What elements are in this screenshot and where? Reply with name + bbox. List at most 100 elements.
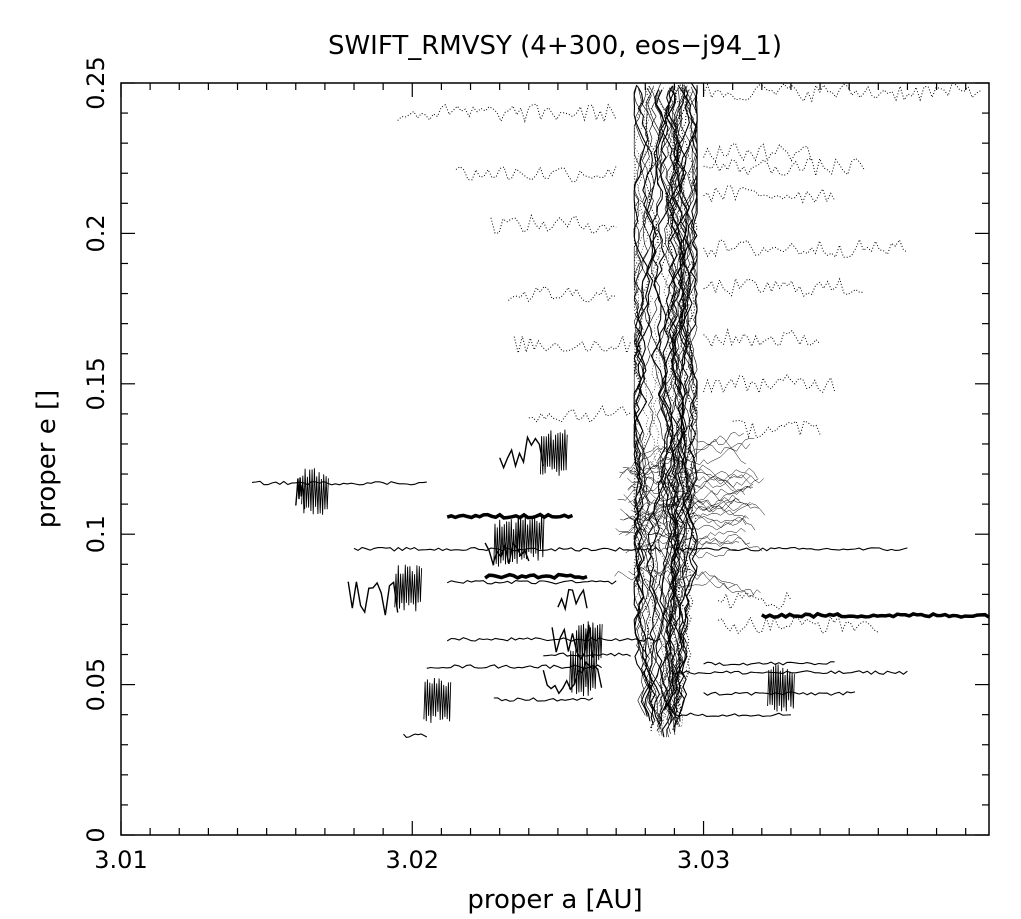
- track-solid-15: [703, 661, 835, 666]
- oscillation-burst: [539, 429, 568, 476]
- band-trajectory: [652, 88, 686, 713]
- track-dotted-24: [717, 615, 879, 635]
- band-trajectory: [633, 83, 666, 716]
- band-trajectory: [633, 86, 684, 727]
- track-dotted-26: [703, 374, 836, 395]
- fan-trajectory: [622, 437, 747, 469]
- fan-trajectory: [644, 492, 765, 521]
- track-solid-0: [252, 480, 427, 486]
- data-marks: [252, 82, 990, 738]
- x-tick-label: 3.01: [94, 846, 147, 874]
- fan-trajectory: [629, 435, 755, 477]
- band-trajectory: [657, 86, 698, 727]
- fan-trajectory: [617, 484, 736, 512]
- x-axis-label: proper a [AU]: [467, 885, 642, 915]
- y-tick-label: 0.15: [82, 357, 110, 410]
- band-trajectory: [633, 85, 656, 711]
- fan-trajectory: [619, 468, 742, 506]
- band-trajectory: [633, 84, 661, 732]
- fan-trajectory: [634, 469, 759, 488]
- fan-trajectory: [625, 537, 751, 554]
- fan-trajectory: [625, 515, 749, 536]
- oscillation-burst: [493, 519, 522, 567]
- band-trajectory: [665, 90, 698, 738]
- band-trajectory: [668, 84, 698, 717]
- oscillation-burst: [767, 663, 795, 712]
- fan-trajectory: [629, 443, 751, 473]
- oscillation-burst: [301, 468, 329, 515]
- y-tick-label: 0.05: [82, 658, 110, 711]
- band-trajectory: [633, 87, 680, 734]
- fan-trajectory: [615, 526, 737, 559]
- fan-trajectory: [626, 501, 751, 526]
- band-trajectory: [644, 89, 691, 722]
- track-dotted-36: [703, 277, 864, 297]
- track-dotted-33: [703, 185, 836, 204]
- oscillation-burst: [394, 564, 423, 612]
- track-dotted-38: [703, 328, 821, 348]
- fan-trajectory: [627, 470, 751, 502]
- fan-trajectory: [620, 499, 747, 529]
- fan-trajectory: [618, 527, 740, 551]
- track-dotted-30: [490, 213, 617, 234]
- track-thick-16: [760, 611, 990, 620]
- track-solid-17: [674, 712, 791, 717]
- band-trajectory: [661, 86, 688, 718]
- fan-trajectory: [637, 448, 758, 481]
- oscillation-burst: [569, 650, 597, 697]
- band-trajectory: [649, 85, 679, 711]
- track-dotted-32: [397, 103, 617, 124]
- fan-trajectory: [631, 509, 756, 531]
- band-trajectory: [633, 85, 665, 710]
- track-dotted-27: [528, 405, 631, 423]
- track-dotted-23: [717, 591, 792, 610]
- track-solid-3: [403, 733, 428, 738]
- y-axis: 0 0.05 0.1 0.15 0.2 0.25: [82, 56, 989, 843]
- track-thick-8: [484, 572, 588, 581]
- x-tick-label: 3.03: [677, 846, 730, 874]
- track-solid-7: [446, 579, 617, 585]
- track-dotted-37: [703, 238, 908, 258]
- track-dotted-29: [508, 285, 617, 303]
- fan-trajectory: [620, 497, 740, 522]
- track-dotted-34: [703, 142, 812, 163]
- y-tick-label: 0: [82, 827, 110, 842]
- track-thick-6: [446, 512, 574, 520]
- track-jitter-18: [557, 588, 588, 612]
- y-tick-label: 0.1: [82, 515, 110, 553]
- track-jitter-2: [347, 580, 399, 616]
- fan-trajectory: [623, 494, 747, 519]
- y-tick-label: 0.2: [82, 214, 110, 252]
- y-tick-label: 0.25: [82, 56, 110, 109]
- fan-trajectory: [637, 565, 761, 598]
- fan-trajectory: [628, 485, 745, 507]
- track-solid-12: [674, 670, 908, 675]
- chart-title: SWIFT_RMVSY (4+300, eos−j94_1): [328, 31, 782, 61]
- y-axis-label: proper e []: [32, 390, 62, 529]
- track-dotted-31: [455, 165, 617, 183]
- band-trajectory: [646, 88, 690, 729]
- track-solid-10: [493, 697, 594, 702]
- oscillation-burst: [423, 677, 452, 724]
- fan-trajectory: [641, 464, 764, 488]
- track-dotted-39: [703, 82, 981, 103]
- track-dotted-25: [732, 419, 821, 439]
- track-dotted-28: [513, 334, 632, 355]
- band-trajectory: [646, 88, 693, 735]
- plot-frame: [120, 82, 990, 836]
- fan-trajectory: [614, 571, 735, 589]
- track-solid-5: [353, 546, 661, 552]
- x-axis: 3.01 3.02 3.03: [94, 83, 967, 874]
- x-tick-label: 3.02: [386, 846, 439, 874]
- track-solid-13: [674, 546, 908, 552]
- fan-trajectory: [638, 499, 759, 517]
- band-trajectory: [646, 90, 687, 738]
- band-trajectory: [660, 84, 692, 717]
- track-jitter-22: [499, 435, 544, 470]
- fan-trajectory: [631, 485, 752, 527]
- band-trajectory: [658, 84, 687, 732]
- oscillation-burst: [516, 513, 545, 561]
- fan-trajectory: [628, 566, 755, 596]
- fan-trajectory: [627, 476, 754, 493]
